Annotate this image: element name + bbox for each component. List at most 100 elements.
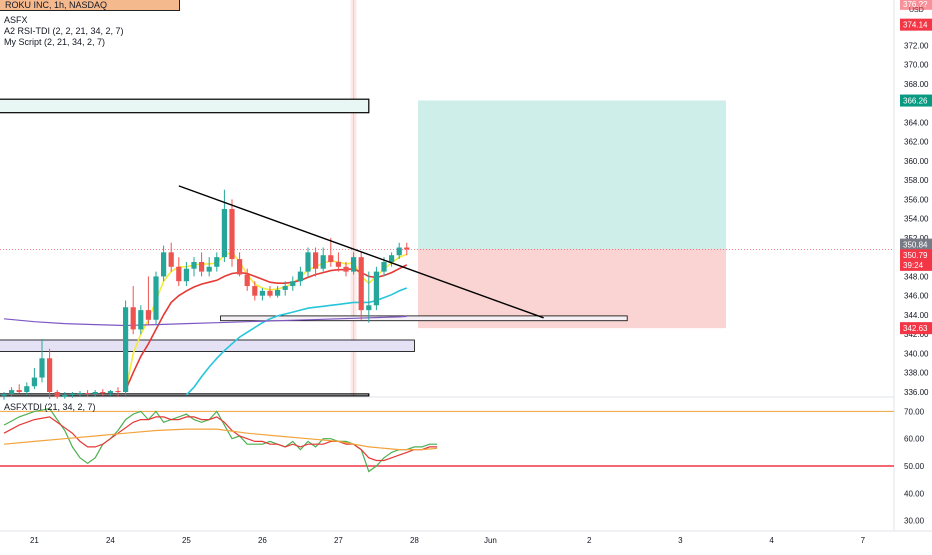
- candle-body: [39, 358, 45, 378]
- time-tick-label: 27: [334, 536, 343, 545]
- price-label-badge: [900, 249, 932, 262]
- time-tick-label: 21: [30, 536, 39, 545]
- price-label-value: 374.14: [903, 21, 928, 30]
- candle-body: [366, 305, 372, 311]
- price-tick-label: 370.00: [904, 61, 929, 70]
- candle-body: [62, 394, 68, 397]
- candle-body: [191, 261, 197, 269]
- oscillator-tick-label: 30.00: [904, 517, 925, 526]
- oscillator-legend[interactable]: ASFXTDI (21, 34, 2, 7): [4, 402, 96, 412]
- oscillator-tick-label: 40.00: [904, 489, 925, 498]
- candle-body: [138, 310, 144, 330]
- candle-body: [1, 393, 7, 396]
- time-tick-label: 25: [182, 536, 191, 545]
- candle-body: [85, 392, 91, 394]
- candle-body: [24, 386, 30, 392]
- candle-body: [275, 289, 281, 296]
- candle-body: [404, 247, 410, 250]
- candle-body: [389, 255, 395, 262]
- indicator-legend-my-script[interactable]: My Script (2, 21, 34, 2, 7): [4, 37, 106, 47]
- candle-body: [92, 392, 98, 394]
- candle-body: [358, 257, 364, 311]
- price-tick-label: 356.00: [904, 195, 929, 204]
- candle-body: [351, 257, 357, 272]
- candle-body: [320, 255, 326, 269]
- price-tick-label: 354.00: [904, 215, 929, 224]
- candle-body: [107, 391, 113, 393]
- candle-body: [47, 358, 53, 392]
- zone-resistance: [0, 98, 370, 114]
- price-label-value: 342.63: [903, 324, 928, 333]
- price-tick-label: 362.00: [904, 138, 929, 147]
- candle-body: [16, 390, 22, 392]
- price-label-value: 350.79: [903, 251, 928, 260]
- trendline: [178, 185, 544, 319]
- price-label-badge: [900, 0, 932, 10]
- price-label-badge: [900, 322, 932, 335]
- candle-body: [229, 209, 235, 260]
- candle-body: [237, 259, 243, 275]
- candle-body: [244, 274, 250, 287]
- candle-body: [381, 261, 387, 272]
- price-tick-label: 372.00: [904, 41, 929, 50]
- time-tick-label: 24: [106, 536, 115, 545]
- candle-body: [145, 310, 151, 320]
- price-tick-label: 346.00: [904, 292, 929, 301]
- candle-body: [206, 266, 212, 272]
- candle-body: [115, 391, 121, 393]
- candle-body: [313, 252, 319, 269]
- candle-body: [168, 252, 174, 267]
- price-label-badge: [900, 18, 932, 31]
- price-tick-label: 352.00: [904, 234, 929, 243]
- price-tick-label: 364.00: [904, 118, 929, 127]
- zone-support: [220, 315, 628, 322]
- candle-body: [396, 247, 402, 256]
- position-loss-zone: [418, 249, 726, 329]
- candle-body: [328, 255, 334, 262]
- price-label-value: 376.??: [903, 0, 928, 9]
- time-tick-label: Jun: [484, 536, 497, 545]
- candle-body: [31, 377, 37, 387]
- price-label-value: 350.84: [903, 241, 928, 250]
- price-tick-label: 360.00: [904, 157, 929, 166]
- price-tick-label: 342.00: [904, 330, 929, 339]
- currency-label: USD: [909, 7, 924, 14]
- price-tick-label: 368.00: [904, 80, 929, 89]
- candle-body: [282, 286, 288, 290]
- candle-body: [54, 392, 60, 397]
- candle-body: [100, 392, 106, 393]
- indicator-legend-asfx[interactable]: ASFX: [4, 15, 28, 25]
- candle-body: [252, 286, 258, 296]
- oscillator-tick-label: 70.00: [904, 407, 925, 416]
- price-label-value: 366.26: [903, 97, 928, 106]
- time-tick-label: 7: [861, 536, 866, 545]
- symbol-header[interactable]: ROKU INC, 1h, NASDAQ: [0, 0, 180, 11]
- price-tick-label: 348.00: [904, 272, 929, 281]
- oscillator-line-red: [3, 416, 438, 462]
- indicator-legend-rsi-tdi[interactable]: A2 RSI-TDI (2, 2, 21, 34, 2, 7): [4, 26, 124, 36]
- candle-body: [290, 281, 296, 287]
- candle-body: [69, 393, 75, 395]
- oscillator-line-orange: [3, 428, 438, 451]
- candle-body: [199, 261, 205, 272]
- candle-body: [214, 257, 220, 267]
- candle-body: [221, 209, 227, 258]
- candle-body: [77, 392, 83, 394]
- candle-body: [305, 252, 311, 272]
- time-tick-label: 3: [678, 536, 683, 545]
- price-label-badge: [900, 94, 932, 107]
- candle-body: [183, 268, 189, 282]
- candle-body: [335, 261, 341, 267]
- oscillator-tick-label: 50.00: [904, 462, 925, 471]
- zone-base: [0, 393, 370, 397]
- price-tick-label: 338.00: [904, 369, 929, 378]
- price-tick-label: 358.00: [904, 176, 929, 185]
- candle-body: [176, 266, 182, 282]
- candle-body: [9, 390, 15, 394]
- overlay-line-purple: [3, 315, 407, 327]
- candle-body: [153, 276, 159, 320]
- symbol-header-text: ROKU INC, 1h, NASDAQ: [5, 0, 108, 10]
- candle-body: [123, 307, 129, 392]
